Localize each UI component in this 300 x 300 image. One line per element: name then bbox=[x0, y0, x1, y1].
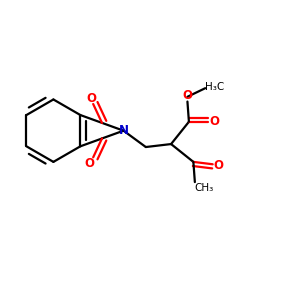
Text: O: O bbox=[182, 88, 192, 101]
Text: CH₃: CH₃ bbox=[194, 183, 213, 193]
Text: O: O bbox=[214, 159, 224, 172]
Text: O: O bbox=[87, 92, 97, 105]
Text: O: O bbox=[209, 115, 219, 128]
Text: H₃C: H₃C bbox=[205, 82, 224, 92]
Text: O: O bbox=[85, 157, 94, 170]
Text: N: N bbox=[118, 124, 128, 137]
